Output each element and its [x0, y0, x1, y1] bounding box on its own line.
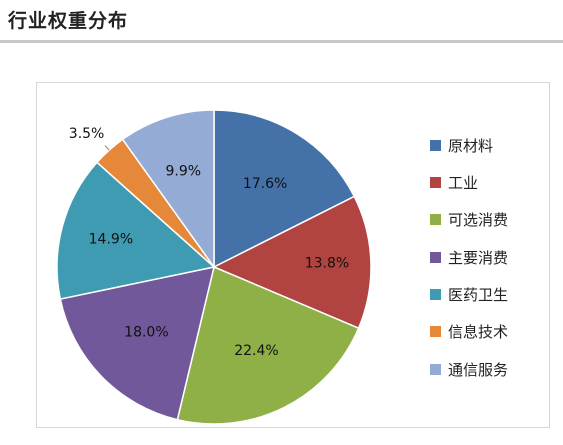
legend-label: 工业: [448, 173, 479, 192]
legend-label: 通信服务: [448, 360, 509, 379]
pie-value-label-3: 22.4%: [234, 343, 278, 359]
leader-line: [104, 145, 110, 151]
pie-value-label-1: 17.6%: [243, 176, 287, 192]
pie-slice-1: [213, 109, 356, 269]
pie-value-label-6: 3.5%: [69, 126, 105, 142]
pie-value-label-2: 13.8%: [305, 255, 349, 271]
legend-label: 信息技术: [448, 323, 509, 342]
pie-slice-4: [59, 266, 216, 421]
pie-slice-5: [56, 161, 216, 300]
legend-item-5: 医药卫生: [430, 286, 508, 304]
chart-frame: [36, 82, 550, 428]
title-divider: [0, 40, 563, 43]
legend-item-3: 可选消费: [430, 211, 508, 229]
legend-label: 主要消费: [448, 248, 509, 267]
pie-slice-3: [176, 265, 360, 425]
pie-slice-2: [212, 195, 372, 330]
legend-swatch: [430, 289, 441, 301]
legend-item-2: 工业: [430, 173, 508, 192]
chart-legend: 原材料工业可选消费主要消费医药卫生信息技术通信服务: [430, 136, 508, 398]
pie-slices: [56, 109, 372, 425]
legend-swatch: [430, 214, 441, 226]
legend-swatch: [430, 251, 441, 263]
pie-value-label-5: 14.9%: [89, 231, 133, 247]
legend-swatch: [430, 139, 441, 151]
legend-label: 原材料: [448, 136, 494, 155]
legend-item-7: 通信服务: [430, 360, 509, 379]
legend-swatch: [430, 326, 441, 338]
legend-item-1: 原材料: [430, 136, 508, 155]
legend-label: 可选消费: [448, 211, 509, 230]
legend-item-6: 信息技术: [430, 323, 508, 341]
pie-slice-7: [121, 109, 215, 270]
pie-value-label-7: 9.9%: [165, 163, 201, 179]
pie-value-labels: 17.6% 13.8% 22.4% 18.0% 14.9% 3.5% 9.9%: [69, 126, 349, 359]
legend-label: 医药卫生: [448, 286, 509, 305]
legend-swatch: [430, 176, 441, 188]
legend-item-4: 主要消费: [430, 248, 509, 267]
page-title: 行业权重分布: [8, 10, 129, 32]
pie-value-label-4: 18.0%: [124, 325, 168, 341]
legend-swatch: [430, 363, 441, 375]
